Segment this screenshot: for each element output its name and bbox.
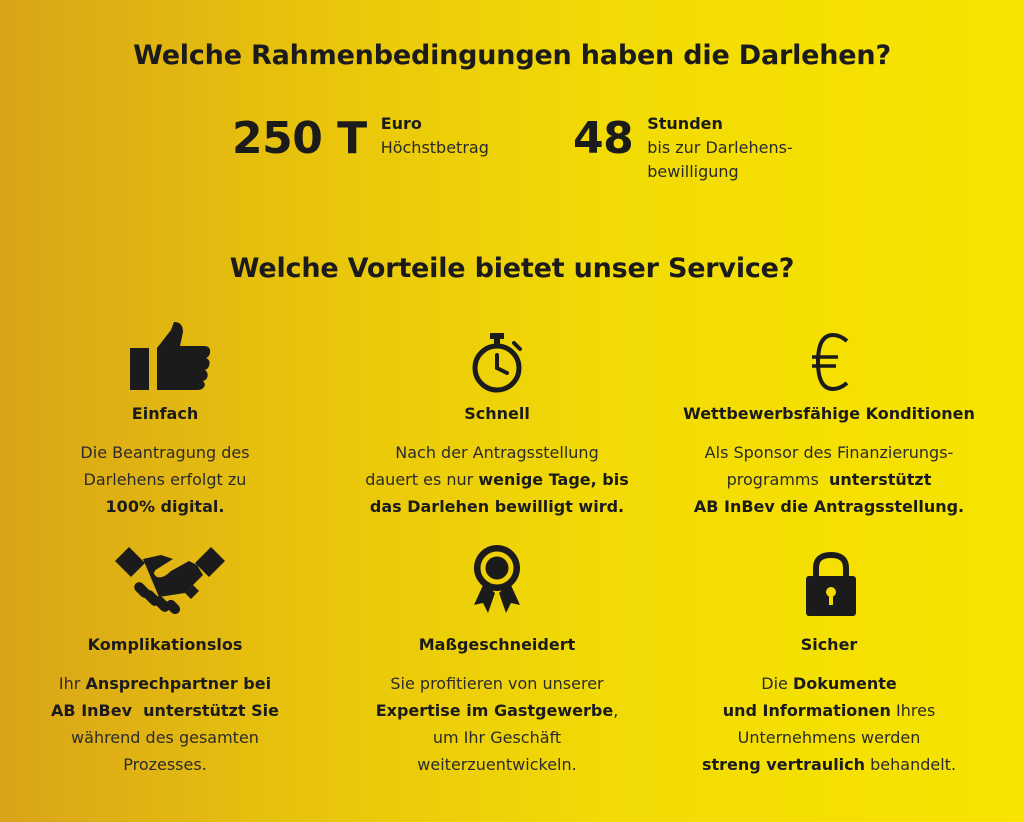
benefit-tailored: Maßgeschneidert Sie profitieren von unse… — [332, 634, 662, 778]
handshake-icon — [115, 547, 225, 615]
benefit-desc-text: behandelt. — [865, 755, 957, 774]
benefit-desc-line: und Informationen Ihres — [664, 697, 994, 724]
benefit-desc: Nach der Antragsstellung dauert es nur we… — [332, 439, 662, 520]
benefit-desc-line: programms unterstützt — [664, 466, 994, 493]
benefit-competitive-conditions: Wettbewerbsfähige Konditionen Als Sponso… — [664, 403, 994, 520]
benefit-desc-text: Als Sponsor des Finanzierungs- — [704, 443, 954, 462]
benefit-title: Schnell — [464, 404, 530, 423]
stat-approval-time: 48 Stunden bis zur Darlehens- bewilligun… — [573, 112, 793, 184]
benefit-desc-emphasis: wenige Tage, bis — [478, 470, 629, 489]
benefit-desc-line: AB InBev die Antragsstellung. — [664, 493, 994, 520]
benefit-desc-emphasis: 100% digital. — [105, 497, 225, 516]
thumbs-up-icon — [130, 322, 211, 390]
benefit-title: Wettbewerbsfähige Konditionen — [683, 404, 975, 423]
heading-benefits: Welche Vorteile bietet unser Service? — [229, 253, 795, 284]
benefit-desc-line: weiterzuentwickeln. — [332, 751, 662, 778]
benefit-desc-line: streng vertraulich behandelt. — [664, 751, 994, 778]
benefit-desc-text: Die Beantragung des — [80, 443, 250, 462]
benefit-desc-text: Ihr — [58, 674, 86, 693]
benefit-desc-text: programms — [726, 470, 830, 489]
padlock-icon — [806, 552, 856, 616]
benefit-desc-text: Prozesses. — [123, 755, 207, 774]
stat-unit: Euro — [380, 114, 422, 133]
benefit-fast: Schnell Nach der Antragsstellung dauert e… — [332, 403, 662, 520]
benefit-desc-line: Sie profitieren von unserer — [332, 670, 662, 697]
benefit-desc-emphasis: das Darlehen bewilligt wird. — [369, 497, 625, 516]
benefit-desc-line: um Ihr Geschäft — [332, 724, 662, 751]
award-ribbon-icon — [474, 545, 520, 613]
benefit-desc-text: Darlehens erfolgt zu — [83, 470, 247, 489]
benefit-desc-emphasis: AB InBev unterstützt Sie — [51, 701, 279, 720]
benefit-desc: Ihr Ansprechpartner bei AB InBev unterstü… — [0, 670, 330, 778]
benefit-desc: Als Sponsor des Finanzierungs-programms … — [664, 439, 994, 520]
stat-line: Höchstbetrag — [380, 138, 489, 157]
benefit-desc-line: während des gesamten — [0, 724, 330, 751]
stopwatch-icon — [472, 333, 522, 393]
benefit-desc-line: Die Dokumente — [664, 670, 994, 697]
benefit-desc-line: Nach der Antragsstellung — [332, 439, 662, 466]
benefit-desc-line: Prozesses. — [0, 751, 330, 778]
benefit-desc-text: , — [613, 701, 619, 720]
benefit-title: Sicher — [800, 635, 858, 654]
benefit-title: Einfach — [131, 404, 199, 423]
benefit-desc-text: Die — [761, 674, 793, 693]
euro-icon — [812, 333, 849, 391]
benefit-desc-emphasis: Dokumente — [792, 674, 897, 693]
benefit-easy: Einfach Die Beantragung des Darlehens erf… — [0, 403, 330, 520]
benefit-desc-line: Expertise im Gastgewerbe, — [332, 697, 662, 724]
benefit-secure: Sicher Die Dokumente und Informationen Ih… — [664, 634, 994, 778]
benefit-desc-line: Die Beantragung des — [0, 439, 330, 466]
benefit-desc-line: Unternehmens werden — [664, 724, 994, 751]
benefit-desc-emphasis: streng vertraulich — [701, 755, 866, 774]
benefit-desc-emphasis: und Informationen — [722, 701, 891, 720]
benefit-desc-emphasis: AB InBev die Antragsstellung. — [693, 497, 965, 516]
benefit-desc: Die Beantragung des Darlehens erfolgt zu 1… — [0, 439, 330, 520]
benefit-desc-line: dauert es nur wenige Tage, bis — [332, 466, 662, 493]
benefit-desc: Sie profitieren von unserer Expertise im … — [332, 670, 662, 778]
stat-line: bis zur Darlehens- — [647, 138, 793, 157]
heading-terms: Welche Rahmenbedingungen haben die Darle… — [133, 40, 891, 71]
benefit-desc-line: AB InBev unterstützt Sie — [0, 697, 330, 724]
benefit-desc-text: Sie profitieren von unserer — [390, 674, 604, 693]
benefit-desc-text: um Ihr Geschäft — [432, 728, 562, 747]
benefit-desc-text: Unternehmens werden — [737, 728, 921, 747]
benefit-desc-text: Nach der Antragsstellung — [395, 443, 599, 462]
benefit-desc-line: 100% digital. — [0, 493, 330, 520]
stat-value: 250 T — [232, 113, 367, 164]
benefit-desc-text: Ihres — [890, 701, 936, 720]
stat-max-amount: 250 T Euro Höchstbetrag — [232, 112, 489, 161]
benefit-title: Komplikationslos — [87, 635, 243, 654]
benefit-desc-text: während des gesamten — [71, 728, 259, 747]
benefit-desc: Die Dokumente und Informationen Ihres Unte… — [664, 670, 994, 778]
benefit-desc-emphasis: Ansprechpartner bei — [85, 674, 272, 693]
stat-unit: Stunden — [647, 114, 723, 133]
benefit-title: Maßgeschneidert — [418, 635, 576, 654]
benefit-desc-emphasis: Expertise im Gastgewerbe — [375, 701, 614, 720]
benefit-desc-text: weiterzuentwickeln. — [417, 755, 577, 774]
benefit-desc-line: das Darlehen bewilligt wird. — [332, 493, 662, 520]
benefit-desc-line: Ihr Ansprechpartner bei — [0, 670, 330, 697]
benefit-uncomplicated: Komplikationslos Ihr Ansprechpartner bei… — [0, 634, 330, 778]
benefit-desc-text: dauert es nur — [365, 470, 479, 489]
benefit-desc-line: Als Sponsor des Finanzierungs- — [664, 439, 994, 466]
benefit-desc-line: Darlehens erfolgt zu — [0, 466, 330, 493]
stat-line: bewilligung — [647, 162, 739, 181]
stat-value: 48 — [573, 113, 634, 164]
benefit-desc-emphasis: unterstützt — [829, 470, 932, 489]
